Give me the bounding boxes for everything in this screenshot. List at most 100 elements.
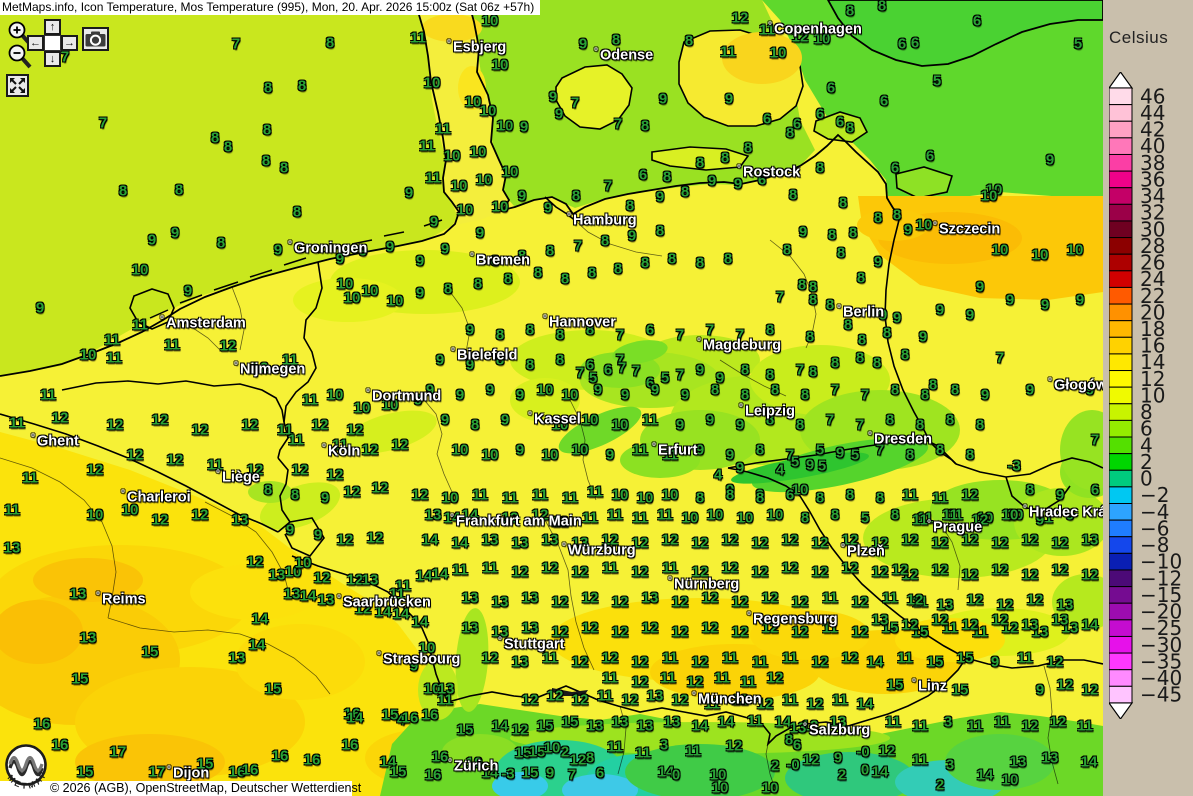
temperature-value: 12 — [86, 461, 104, 479]
temperature-value: 14 — [431, 565, 449, 583]
temperature-value: 9 — [735, 416, 745, 434]
temperature-value: 8 — [587, 264, 597, 282]
temperature-value: 8 — [292, 203, 302, 221]
zoom-out-icon — [8, 44, 32, 69]
svg-text:0: 0 — [1140, 467, 1153, 491]
temperature-value: 13 — [283, 585, 301, 603]
temperature-value: 12 — [725, 737, 743, 755]
temperature-value: 12 — [731, 593, 749, 611]
temperature-value: 11 — [782, 649, 798, 667]
svg-text:6: 6 — [1140, 417, 1153, 441]
temperature-value: 8 — [800, 386, 810, 404]
temperature-value: 12 — [906, 591, 924, 609]
city-label: ° Reims — [96, 590, 146, 608]
temperature-value: 9 — [620, 386, 630, 404]
temperature-value: 8 — [525, 321, 535, 339]
temperature-value: 12 — [219, 337, 237, 355]
temperature-value: 16 — [424, 766, 442, 784]
temperature-value: 8 — [836, 244, 846, 262]
temperature-value: 12 — [851, 623, 869, 641]
temperature-value: 12 — [1056, 676, 1074, 694]
svg-text:−4: −4 — [1140, 500, 1169, 524]
temperature-value: 8 — [495, 326, 505, 344]
temperature-value: 9 — [725, 446, 735, 464]
temperature-value: 10 — [711, 779, 729, 796]
temperature-value: -3 — [501, 765, 515, 783]
city-marker-icon: ° — [747, 610, 751, 622]
temperature-value: 9 — [1055, 376, 1065, 394]
temperature-value: 10 — [761, 779, 779, 796]
temperature-value: 8 — [533, 264, 543, 282]
temperature-value: 8 — [915, 416, 925, 434]
city-marker-icon: ° — [451, 346, 455, 358]
temperature-value: 11 — [902, 486, 918, 504]
city-marker-icon: ° — [167, 764, 171, 776]
pan-left-button[interactable]: ← — [27, 35, 44, 51]
svg-text:28: 28 — [1140, 234, 1165, 258]
zoom-out-button[interactable] — [7, 43, 33, 75]
svg-text:10: 10 — [1140, 383, 1165, 407]
temperature-value: 14 — [415, 567, 433, 585]
temperature-value: 6 — [879, 92, 889, 110]
temperature-value: 12 — [971, 511, 989, 529]
temperature-value: 11 — [912, 717, 928, 735]
city-label: ° Köln — [322, 442, 361, 460]
temperature-value: 8 — [890, 381, 900, 399]
temperature-value: 12 — [802, 751, 820, 769]
temperature-value: 9 — [455, 386, 465, 404]
svg-text:42: 42 — [1140, 118, 1165, 142]
temperature-value: 12 — [1026, 591, 1044, 609]
temperature-value: 16 — [431, 748, 449, 766]
temperature-value: 10 — [496, 117, 514, 135]
weather-map[interactable]: 7 7 8 7 8 8 8 8 8 8 8 8 8 8 9 9 8 10 9 9 9 11 10 10 10 10 10 10 11 11… — [0, 0, 1103, 796]
temperature-value: 11 — [912, 511, 928, 529]
temperature-value: 12 — [346, 421, 364, 439]
city-label: ° Salzburg — [803, 721, 871, 739]
temperature-value: 9 — [515, 386, 525, 404]
temperature-value: 13 — [1009, 753, 1027, 771]
fullscreen-button[interactable] — [6, 74, 29, 97]
pan-up-button[interactable]: ↑ — [44, 19, 61, 35]
temperature-value: 12 — [901, 566, 919, 584]
temperature-value: 11 — [994, 713, 1010, 731]
temperature-value: 10 — [491, 56, 509, 74]
temperature-value: 12 — [691, 534, 709, 552]
temperature-value: 11 — [822, 589, 838, 607]
temperature-value: 15 — [196, 755, 214, 773]
temperature-value: 16 — [421, 706, 439, 724]
temperature-value: 10 — [551, 416, 569, 434]
city-marker-icon: ° — [498, 635, 502, 647]
temperature-value: 11 — [632, 509, 648, 527]
temperature-value: 8 — [873, 209, 883, 227]
temperature-value: 12 — [961, 531, 979, 549]
temperature-value: 11 — [502, 489, 518, 507]
temperature-value: 9 — [517, 187, 527, 205]
temperature-value: 12 — [931, 561, 949, 579]
temperature-value: 14 — [976, 766, 994, 784]
temperature-value: 9 — [170, 224, 180, 242]
temperature-value: 12 — [569, 751, 587, 769]
temperature-value: 14 — [421, 531, 439, 549]
temperature-value: 12 — [343, 483, 361, 501]
legend-panel: Celsius 46 44 42 40 38 36 34 32 30 28 26 24 22 20 18 16… — [1103, 0, 1193, 796]
temperature-value: 10 — [766, 506, 784, 524]
pan-right-button[interactable]: → — [61, 35, 78, 51]
temperature-value: 5 — [850, 446, 860, 464]
screenshot-button[interactable] — [82, 27, 109, 51]
temperature-value: 9 — [878, 306, 888, 324]
temperature-value: 9 — [413, 391, 423, 409]
city-label: ° Stuttgart — [498, 635, 565, 653]
temperature-value: 6 — [925, 147, 935, 165]
city-marker-icon: ° — [96, 590, 100, 602]
temperature-value: 9 — [755, 486, 765, 504]
svg-text:−40: −40 — [1140, 666, 1182, 690]
temperature-value: 14 — [657, 763, 675, 781]
svg-text:−15: −15 — [1140, 583, 1182, 607]
temperature-value: 8 — [655, 222, 665, 240]
svg-text:2: 2 — [1140, 450, 1153, 474]
city-marker-icon: ° — [737, 163, 741, 175]
zoom-in-button[interactable] — [7, 20, 33, 52]
temperature-value: 12 — [691, 653, 709, 671]
pan-down-button[interactable]: ↓ — [44, 51, 61, 67]
temperature-value: 11 — [642, 411, 658, 429]
